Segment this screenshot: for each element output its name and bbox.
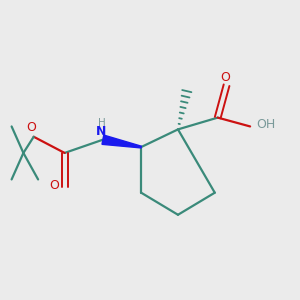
Text: O: O <box>50 179 59 192</box>
Text: OH: OH <box>257 118 276 131</box>
Text: O: O <box>26 122 36 134</box>
Text: O: O <box>220 71 230 84</box>
Text: N: N <box>96 125 106 138</box>
Text: H: H <box>98 118 105 128</box>
Polygon shape <box>102 135 141 148</box>
